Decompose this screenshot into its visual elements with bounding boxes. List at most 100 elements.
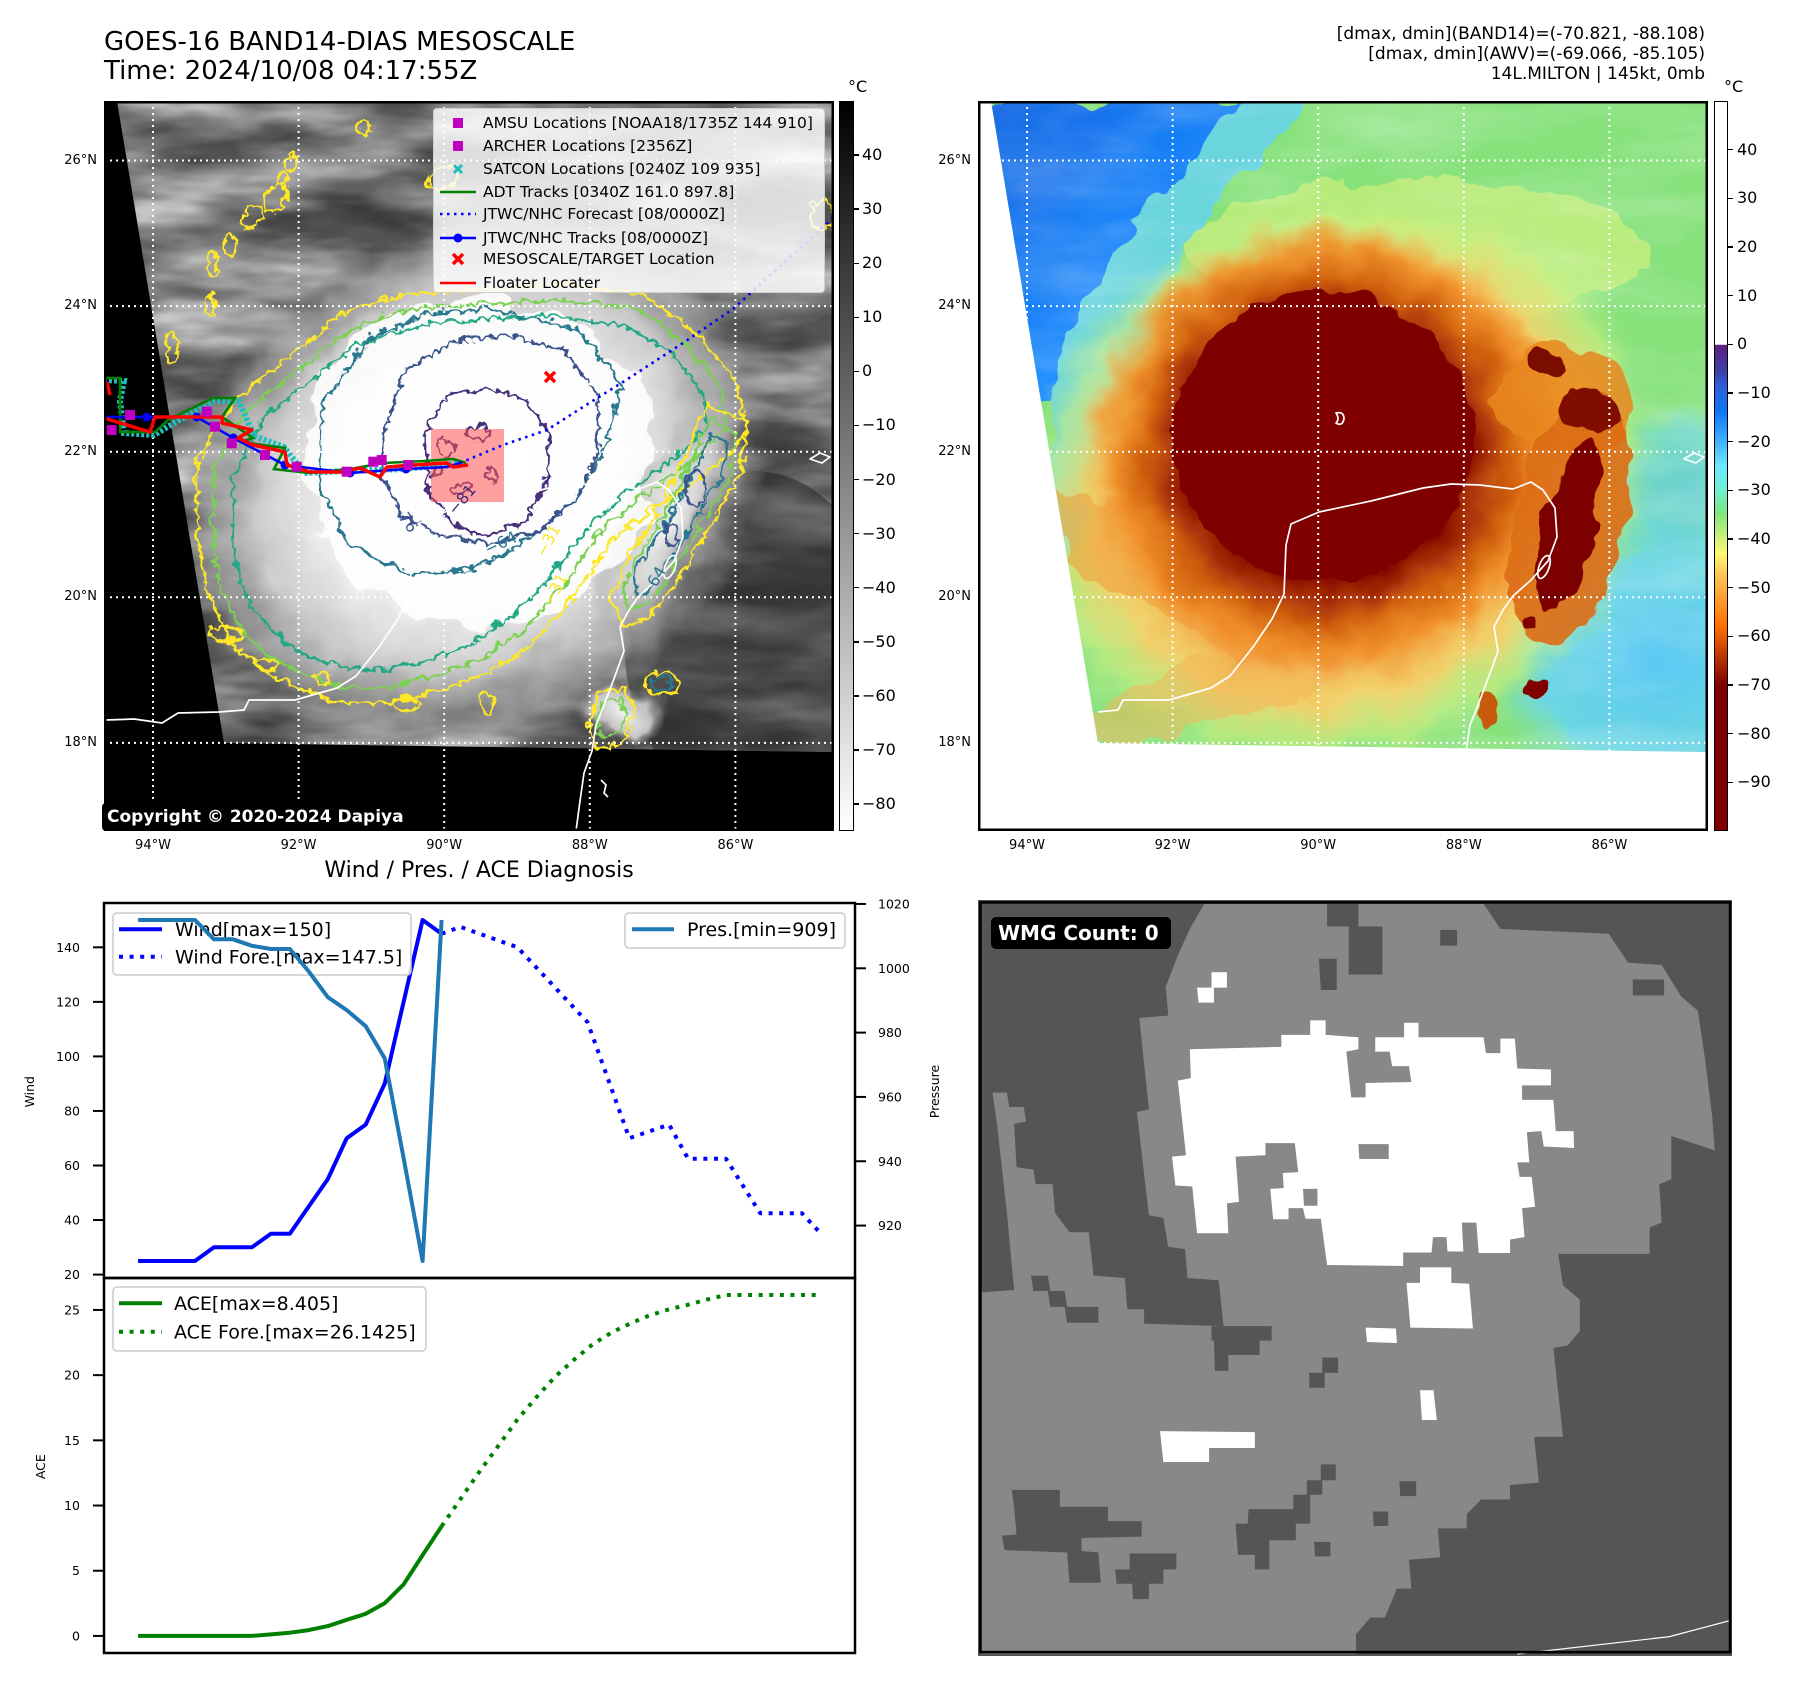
- left-map-lon-label: 90°W: [426, 838, 463, 853]
- right-map-lon-label: 92°W: [1154, 838, 1191, 853]
- storm-id-intensity: 14L.MILTON | 145kt, 0mb: [1490, 64, 1705, 84]
- legend-label: ADT Tracks [0340Z 161.0 897.8]: [483, 182, 735, 201]
- band14-range: [dmax, dmin](BAND14)=(-70.821, -88.108): [1336, 24, 1705, 44]
- left-colorbar-tick: [854, 154, 859, 156]
- temperature-contours: [163, 119, 831, 748]
- ace-forecast-legend-label: ACE Fore.[max=26.1425]: [174, 1322, 416, 1344]
- diagnosis-title: Wind / Pres. / ACE Diagnosis: [324, 858, 634, 883]
- ace-axis-tick-label: 25: [64, 1302, 80, 1317]
- copyright-notice: Copyright © 2020-2024 Dapiya: [102, 803, 414, 831]
- map-legend: AMSU Locations [NOAA18/1735Z 144 910] AR…: [433, 108, 825, 293]
- right-colorbar-tick: [1728, 586, 1733, 589]
- right-colorbar-tick: [1728, 489, 1733, 492]
- wind-axis-tick-label: 60: [64, 1158, 80, 1173]
- left-colorbar-tick: [854, 262, 859, 264]
- legend-item-satcon: SATCON Locations [0240Z 109 935]: [434, 158, 824, 180]
- wind-legend-label: Wind[max=150]: [175, 919, 331, 941]
- right-colorbar-tick: [1728, 538, 1733, 540]
- amsu-archer-markers: [106, 406, 414, 477]
- right-colorbar-tick: [1728, 294, 1733, 297]
- legend-item-tracks: JTWC/NHC Tracks [08/0000Z]: [434, 227, 824, 249]
- wind-axis: 20 40 60 80 100 120 140: [56, 940, 104, 1282]
- right-colorbar-tick-label: −40: [1737, 529, 1771, 548]
- left-colorbar-tick: [854, 586, 859, 589]
- ace-legend: ACE[max=8.405] ACE Fore.[max=26.1425]: [112, 1286, 427, 1352]
- right-colorbar-unit: °C: [1724, 77, 1744, 96]
- left-colorbar-tick: [854, 208, 859, 210]
- coastlines: [105, 411, 831, 831]
- right-colorbar-tick-label: −60: [1737, 626, 1771, 646]
- legend-item-amsu: AMSU Locations [NOAA18/1735Z 144 910]: [434, 112, 824, 134]
- wind-forecast-legend-label: Wind Fore.[max=147.5]: [175, 947, 402, 969]
- right-colorbar-tick: [1728, 246, 1733, 248]
- left-map-lon-label: 94°W: [135, 838, 171, 853]
- figure-title: GOES-16 BAND14-DIAS MESOSCALE Time: 2024…: [104, 28, 575, 86]
- pressure-line: [138, 918, 444, 1263]
- line-dot-icon: [440, 233, 476, 243]
- right-colorbar-tick: [1728, 440, 1733, 443]
- right-colorbar-tick: [1728, 635, 1733, 638]
- ace-axis-tick-label: 10: [64, 1498, 80, 1513]
- pressure-axis-tick-label: 1020: [878, 897, 910, 912]
- awv-color-image: [978, 101, 1708, 831]
- awv-cloud-field: [991, 101, 1708, 752]
- ace-axis-label: ACE: [33, 1454, 48, 1479]
- left-colorbar-tick: [854, 803, 859, 805]
- right-colorbar-tick-label: −10: [1737, 383, 1771, 402]
- pressure-axis-tick-label: 1000: [878, 961, 910, 976]
- left-colorbar-tick: [854, 478, 859, 481]
- pressure-axis-tick-label: 920: [878, 1218, 902, 1233]
- left-colorbar-tick-label: −50: [862, 631, 896, 651]
- awv-enhanced-map: [978, 101, 1708, 831]
- right-map-lat-label: 20°N: [938, 589, 971, 605]
- wmg-medium-region: [980, 903, 1715, 1655]
- coastlines: [1097, 411, 1705, 752]
- right-colorbar-tick-label: −30: [1737, 480, 1771, 500]
- left-colorbar-tick: [854, 316, 859, 318]
- ace-axis-tick-label: 5: [72, 1563, 80, 1578]
- legend-label: Floater Locater: [483, 273, 600, 292]
- legend-label: AMSU Locations [NOAA18/1735Z 144 910]: [483, 114, 813, 132]
- observation-time: Time: 2024/10/08 04:17:55Z: [104, 56, 478, 86]
- legend-item-adt: ADT Tracks [0340Z 161.0 897.8]: [434, 181, 824, 203]
- wmg-medium-holes: [1303, 1144, 1389, 1206]
- ace-line: [138, 1525, 444, 1638]
- left-colorbar-tick: [854, 749, 859, 751]
- wind-axis-tick-label: 80: [64, 1104, 80, 1119]
- left-map-lat-label: 20°N: [64, 589, 97, 605]
- ace-axis: 0 5 10 15 20 25: [64, 1302, 104, 1643]
- legend-label: SATCON Locations [0240Z 109 935]: [483, 159, 761, 178]
- wind-series: [138, 918, 823, 1263]
- pressure-axis-tick-label: 960: [878, 1089, 902, 1104]
- right-colorbar-tick-label: −80: [1737, 723, 1771, 743]
- line-icon: [440, 190, 476, 193]
- wmg-coastline: [1517, 1620, 1730, 1655]
- legend-item-mesoscale: MESOSCALE/TARGET Location: [434, 248, 824, 270]
- left-colorbar-tick-label: −30: [862, 523, 896, 543]
- right-colorbar: [1714, 101, 1728, 831]
- legend-item-archer: ARCHER Locations [2356Z]: [434, 135, 824, 157]
- left-colorbar-tick: [854, 424, 859, 427]
- pressure-axis-tick-label: 980: [878, 1025, 902, 1040]
- product-title: GOES-16 BAND14-DIAS MESOSCALE: [104, 27, 576, 57]
- map-frame: [978, 101, 1708, 831]
- pressure-legend: Pres.[min=909]: [624, 912, 846, 949]
- storm-tracks: [104, 376, 469, 559]
- right-map-lat-label: 24°N: [938, 298, 971, 314]
- ace-legend-label: ACE[max=8.405]: [174, 1293, 338, 1315]
- wmg-white-patches: [1160, 972, 1575, 1462]
- legend-label: JTWC/NHC Tracks [08/0000Z]: [483, 228, 709, 247]
- square-marker-icon: [453, 118, 463, 128]
- right-colorbar-tick: [1728, 684, 1733, 686]
- legend-item-forecast: JTWC/NHC Forecast [08/0000Z]: [434, 203, 824, 225]
- wind-axis-tick-label: 40: [64, 1213, 80, 1228]
- wmg-count-badge: WMG Count: 0: [991, 917, 1171, 949]
- right-map-lon-label: 94°W: [1009, 838, 1045, 853]
- legend-label: ARCHER Locations [2356Z]: [483, 137, 693, 155]
- left-map-lon-label: 92°W: [280, 838, 317, 853]
- dotted-line-icon: [440, 212, 476, 216]
- left-colorbar-unit: °C: [848, 77, 868, 96]
- wind-axis-tick-label: 100: [56, 1049, 80, 1064]
- awv-range: [dmax, dmin](AWV)=(-69.066, -85.105): [1368, 44, 1705, 64]
- square-marker-icon: [453, 141, 463, 151]
